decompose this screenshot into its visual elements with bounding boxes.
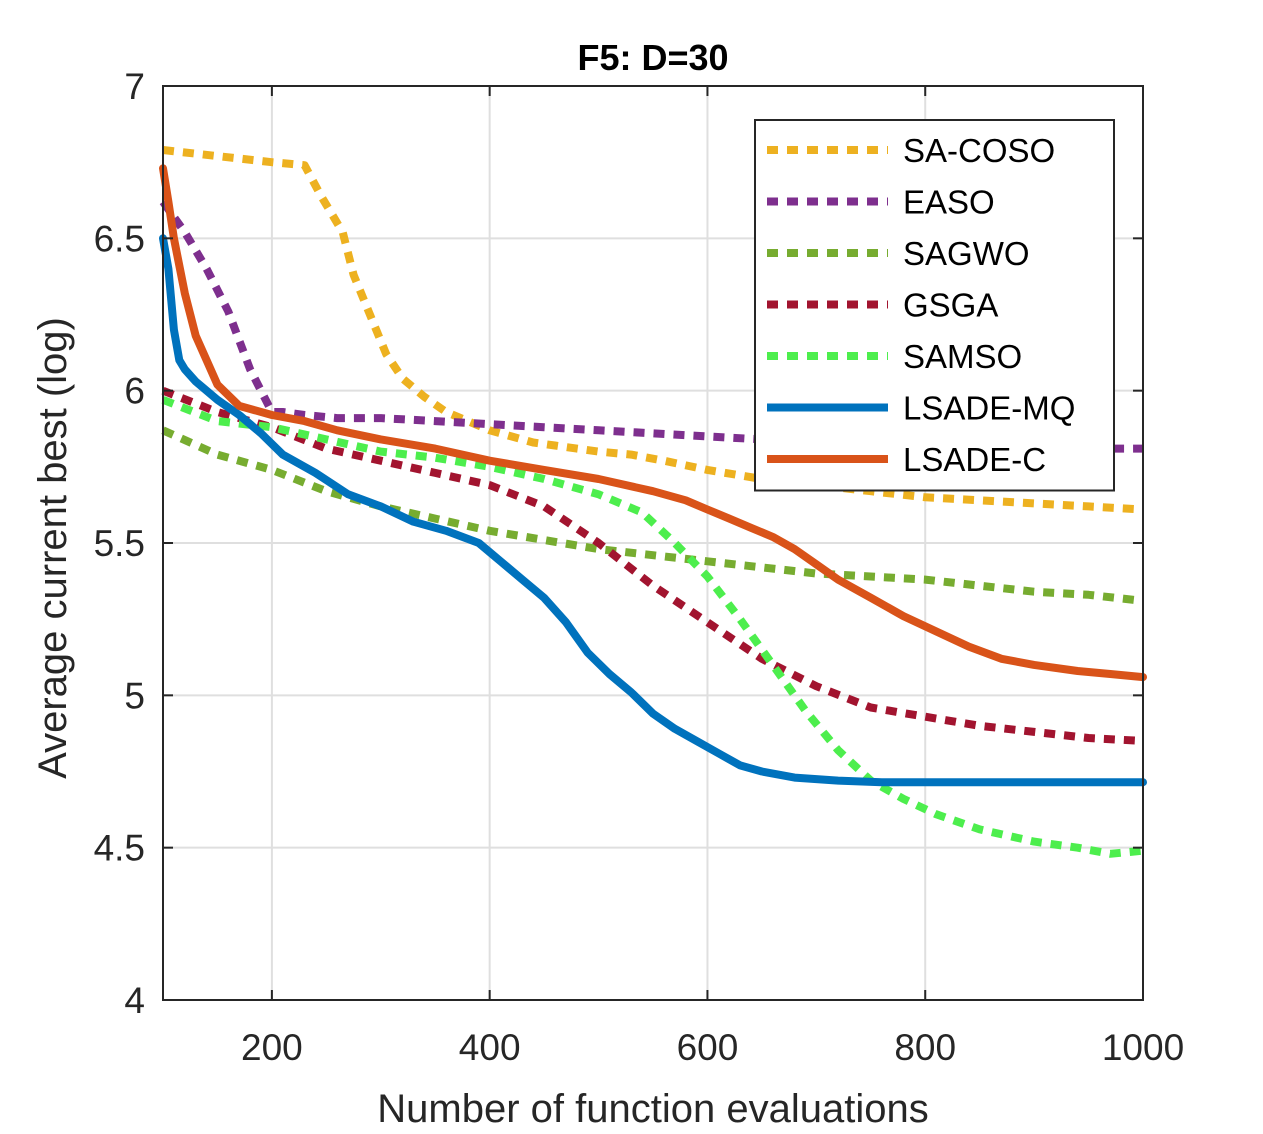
y-tick-label: 7 [124,66,145,107]
y-tick-label: 4 [124,980,145,1021]
legend-label: LSADE-MQ [903,390,1075,427]
y-tick-label: 5.5 [94,523,145,564]
series-line-lsade-mq [159,234,1147,787]
axes [162,85,1144,1001]
series-line-lsade-c [159,164,1147,682]
x-tick-label: 400 [459,1027,521,1068]
y-axis-title: Average current best (log) [31,317,75,779]
x-tick-label: 800 [894,1027,956,1068]
legend: SA-COSO EASO SAGWO GSGA SAMSO LSADE-MQ LSADE-C [754,119,1115,492]
y-tick-label: 6 [124,371,145,412]
x-tick-label: 1000 [1102,1027,1184,1068]
y-tick-label: 6.5 [94,218,145,259]
tick-labels: 200 400 600 800 1000 4 4.5 5 5.5 6 6.5 7 [94,66,1185,1068]
legend-label: GSGA [903,287,998,324]
y-tick-label: 5 [124,675,145,716]
chart-title: F5: D=30 [577,37,728,78]
y-tick-label: 4.5 [94,828,145,869]
x-tick-label: 200 [241,1027,303,1068]
legend-label: EASO [903,184,995,221]
legend-label: SA-COSO [903,132,1055,169]
legend-label: LSADE-C [903,441,1046,478]
legend-label: SAMSO [903,338,1022,375]
x-axis-title: Number of function evaluations [377,1087,928,1131]
series-line-sagwo [161,426,1144,605]
x-tick-label: 600 [677,1027,739,1068]
legend-label: SAGWO [903,235,1030,272]
